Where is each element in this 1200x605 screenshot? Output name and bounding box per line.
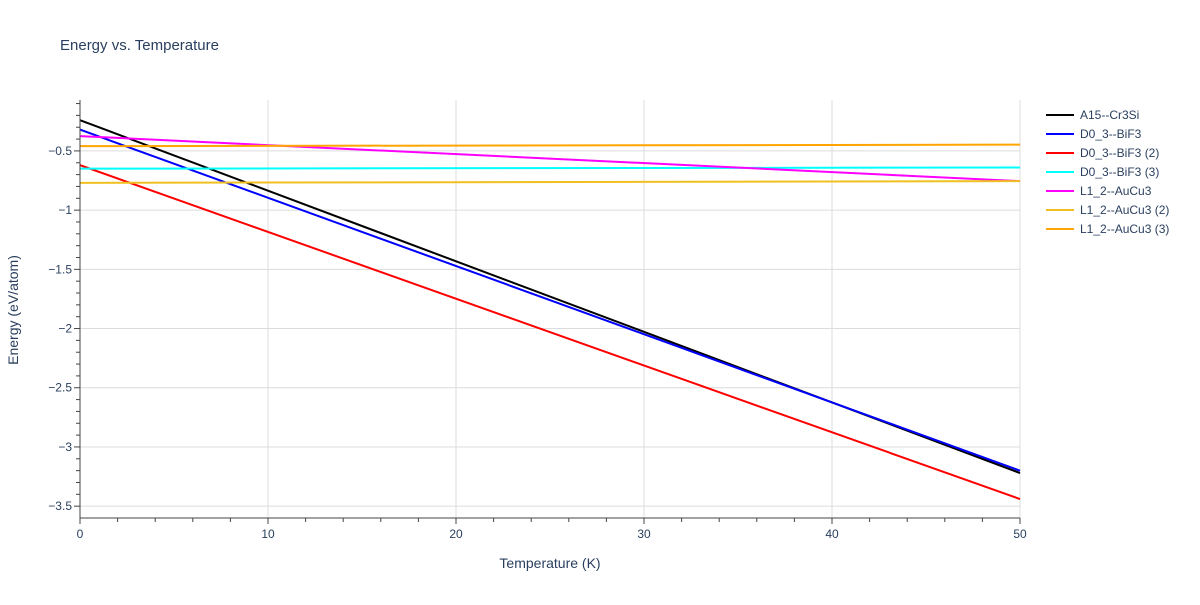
x-tick-label: 0 [77,527,84,541]
x-tick-label: 20 [449,527,463,541]
y-tick-label: −0.5 [48,144,72,158]
legend-entry: L1_2--AuCu3 (3) [1080,222,1169,236]
x-tick-label: 40 [825,527,839,541]
series-line [79,128,1021,472]
y-tick-label: −3 [58,440,72,454]
legend-entry: D0_3--BiF3 (2) [1080,146,1159,160]
series-line [79,164,1021,500]
y-tick-label: −1 [58,203,72,217]
series-line [79,180,1021,184]
x-axis-label: Temperature (K) [499,555,600,571]
legend-entry: L1_2--AuCu3 (2) [1080,203,1169,217]
y-tick-label: −3.5 [48,499,72,513]
x-tick-label: 50 [1013,527,1027,541]
legend-entry: D0_3--BiF3 [1080,127,1142,141]
series-line [79,143,1021,148]
series-line [79,166,1021,170]
y-tick-label: −1.5 [48,262,72,276]
chart-title: Energy vs. Temperature [60,37,219,54]
x-tick-label: 10 [261,527,275,541]
x-tick-label: 30 [637,527,651,541]
legend-entry: A15--Cr3Si [1080,108,1139,122]
y-axis-label: Energy (eV/atom) [5,255,21,365]
series-line [79,135,1021,183]
legend-entry: L1_2--AuCu3 [1080,184,1152,198]
y-tick-label: −2.5 [48,381,72,395]
y-tick-label: −2 [58,322,72,336]
legend-entry: D0_3--BiF3 (3) [1080,165,1159,179]
